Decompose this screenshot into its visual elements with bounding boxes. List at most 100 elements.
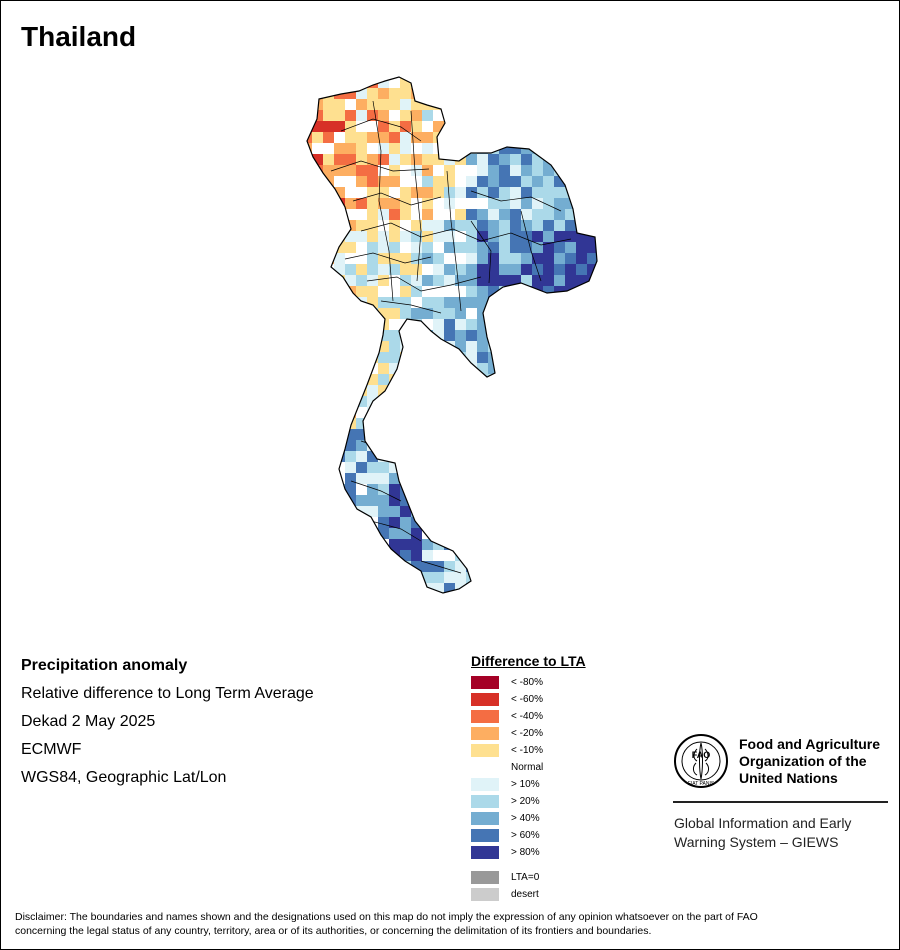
map-cell [389,187,400,198]
map-cell [323,550,334,561]
map-cell [477,385,488,396]
map-cell [433,165,444,176]
map-cell [367,550,378,561]
map-cell [312,231,323,242]
map-cell [510,374,521,385]
map-cell [389,517,400,528]
map-cell [455,572,466,583]
map-cell [411,528,422,539]
map-cell [576,407,587,418]
map-cell [598,594,609,605]
map-cell [444,572,455,583]
map-cell [455,77,466,88]
map-cell [543,572,554,583]
map-cell [455,176,466,187]
map-cell [422,517,433,528]
map-cell [587,132,597,143]
map-cell [488,363,499,374]
map-cell [433,264,444,275]
map-cell [466,407,477,418]
map-cell [312,484,323,495]
map-cell [565,495,576,506]
map-cell [411,253,422,264]
fao-divider [673,801,888,803]
map-cell [433,506,444,517]
map-cell [466,506,477,517]
map-cell [307,165,312,176]
map-cell [455,242,466,253]
map-cell [334,143,345,154]
map-cell [345,506,356,517]
map-cell [576,110,587,121]
map-cell [554,330,565,341]
map-cell [521,374,532,385]
map-cell [422,572,433,583]
map-cell [312,319,323,330]
map-cell [389,561,400,572]
map-cell [499,176,510,187]
map-cell [587,451,597,462]
map-cell [307,308,312,319]
map-cell [510,484,521,495]
map-cell [587,506,597,517]
map-cell [378,264,389,275]
map-cell [554,418,565,429]
map-cell [477,121,488,132]
map-cell [576,506,587,517]
map-cell [499,517,510,528]
giews-line2: Warning System – GIEWS [674,834,839,850]
map-cell [307,539,312,550]
map-cell [356,495,367,506]
map-cell [510,429,521,440]
legend-item: > 60% [471,827,586,844]
map-cell [433,352,444,363]
map-cell [510,495,521,506]
map-cell [334,429,345,440]
map-cell [565,88,576,99]
map-cell [532,165,543,176]
map-cell [510,572,521,583]
map-cell [543,99,554,110]
map-cell [345,110,356,121]
map-cell [323,220,334,231]
map-cell [576,308,587,319]
map-cell [422,176,433,187]
map-cell [312,220,323,231]
map-cell [598,517,609,528]
map-cell [488,187,499,198]
map-cell [433,396,444,407]
map-cell [477,506,488,517]
map-cell [543,374,554,385]
legend-label: > 40% [511,813,540,824]
map-cell [455,209,466,220]
map-cell [554,385,565,396]
map-cell [466,308,477,319]
map-cell [345,297,356,308]
map-cell [312,583,323,593]
map-cell [477,462,488,473]
map-cell [334,594,345,605]
map-cell [323,418,334,429]
map-cell [345,209,356,220]
map-cell [477,198,488,209]
map-cell [312,396,323,407]
map-cell [521,506,532,517]
map-cell [477,451,488,462]
map-cell [488,165,499,176]
map-cell [587,440,597,451]
map-cell [587,462,597,473]
legend-item: < -20% [471,725,586,742]
map-cell [312,550,323,561]
map-cell [554,572,565,583]
map-cell [499,77,510,88]
map-cell [532,176,543,187]
map-cell [455,308,466,319]
map-cell [598,253,609,264]
map-cell [477,418,488,429]
map-cell [444,308,455,319]
map-cell [307,242,312,253]
map-cell [400,407,411,418]
map-cell [356,308,367,319]
map-cell [367,121,378,132]
map-cell [312,594,323,605]
